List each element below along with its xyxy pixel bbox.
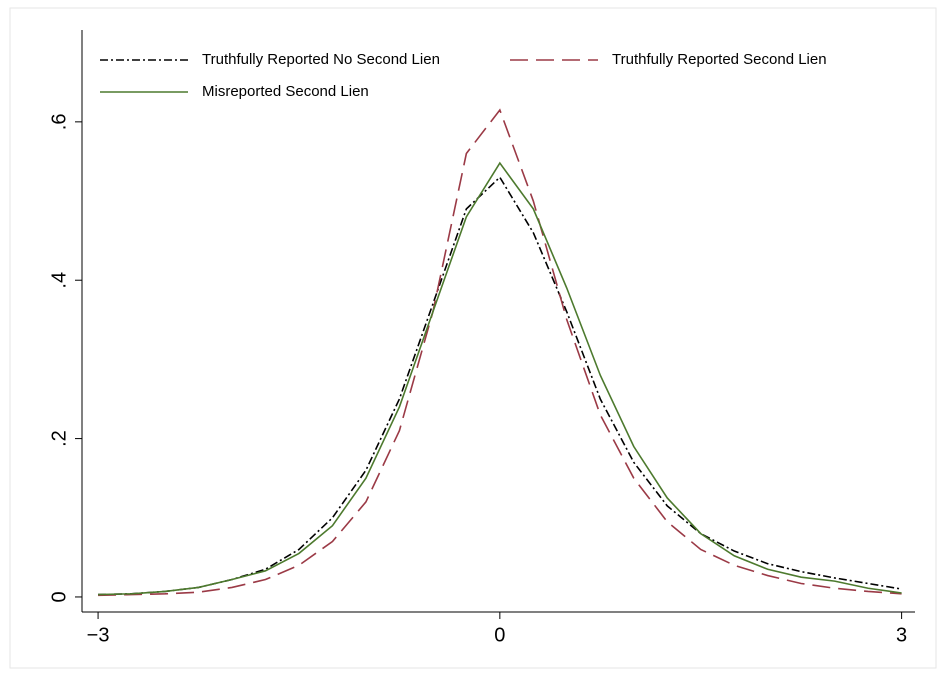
legend-label: Truthfully Reported Second Lien [612, 51, 827, 68]
legend-label: Misreported Second Lien [202, 83, 369, 100]
x-tick-label: 3 [896, 624, 907, 646]
frame [9, 7, 937, 669]
legend-label: Truthfully Reported No Second Lien [202, 51, 440, 68]
y-tick-label: .2 [48, 430, 70, 447]
y-tick-label: .6 [48, 114, 70, 131]
y-tick-label: .4 [48, 272, 70, 289]
y-tick-label: 0 [48, 591, 70, 602]
x-tick-label: 0 [494, 624, 505, 646]
series-line [98, 161, 902, 596]
x-tick-label: −3 [87, 624, 110, 646]
series-line [98, 108, 902, 597]
